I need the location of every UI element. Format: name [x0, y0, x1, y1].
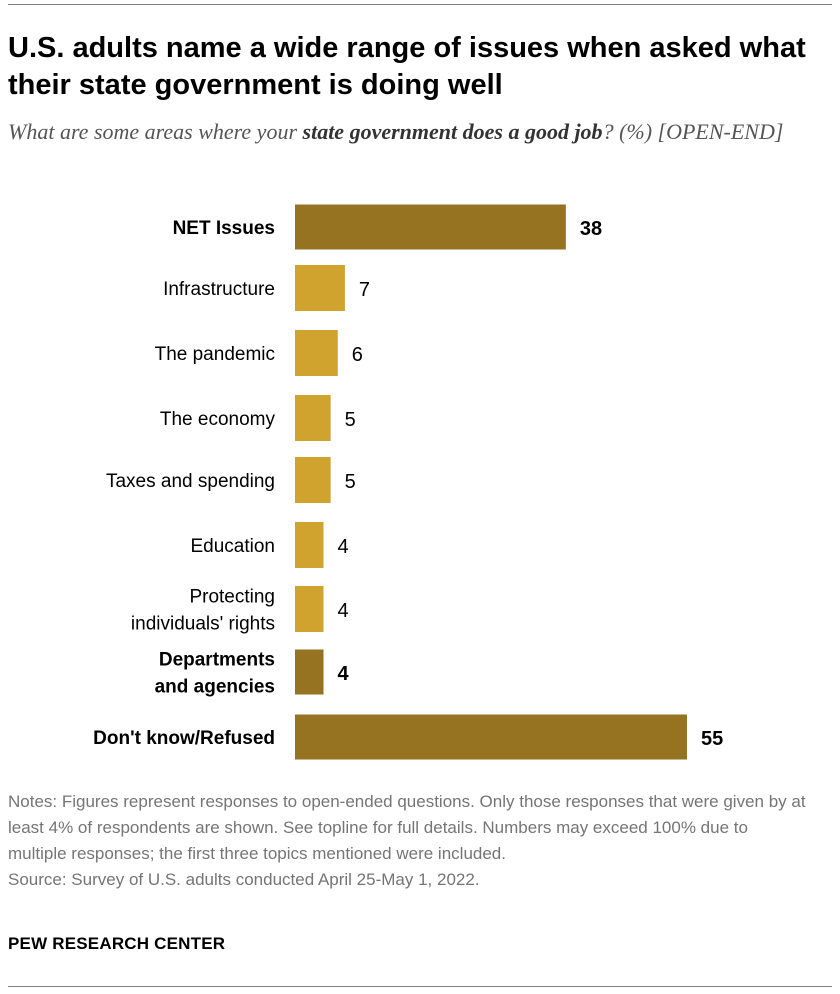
category-label-departments-and-agencies: Departments and agencies: [155, 650, 275, 698]
value-label-the-economy: 5: [345, 409, 356, 431]
bar-the-economy: [295, 395, 331, 441]
pew-logo-text: PEW RESEARCH CENTER: [8, 934, 226, 953]
bar-the-pandemic: [295, 330, 338, 376]
bottom-rule: [8, 986, 832, 987]
category-label-taxes-and-spending: Taxes and spending: [106, 471, 275, 492]
category-label-net-issues: NET Issues: [173, 218, 275, 239]
value-label-protecting-individuals-rights: 4: [338, 600, 349, 622]
bar-net-issues: [295, 204, 566, 250]
category-label-infrastructure: Infrastructure: [163, 279, 275, 300]
chart-subtitle: What are some areas where your state gov…: [8, 117, 808, 147]
bar-chart: NET Issues 38 Infrastructure 7 The pandemic 6…: [93, 204, 723, 760]
value-label-departments-and-agencies: 4: [338, 663, 350, 685]
value-label-education: 4: [338, 536, 349, 558]
value-label-net-issues: 38: [580, 218, 602, 240]
value-label-the-pandemic: 6: [352, 344, 363, 366]
bar-departments-and-agencies: [295, 649, 324, 695]
category-label-protecting-individuals-rights: Protecting individuals' rights: [131, 587, 275, 635]
subtitle-emphasis: state government does a good job: [302, 119, 603, 144]
bar-taxes-and-spending: [295, 457, 331, 503]
category-label-don-t-know-refused: Don't know/Refused: [93, 728, 275, 749]
bar-don-t-know-refused: [295, 714, 687, 760]
top-rule: [8, 4, 832, 5]
subtitle-part1: What are some areas where your: [8, 119, 303, 144]
category-label-the-economy: The economy: [160, 409, 276, 430]
bar-protecting-individuals-rights: [295, 586, 324, 632]
chart-title: U.S. adults name a wide range of issues …: [8, 32, 806, 101]
category-label-education: Education: [190, 536, 275, 557]
value-label-taxes-and-spending: 5: [345, 471, 356, 493]
category-label-the-pandemic: The pandemic: [155, 344, 275, 365]
notes-text: Notes: Figures represent responses to op…: [8, 792, 806, 863]
source-text: Source: Survey of U.S. adults conducted …: [8, 870, 480, 889]
value-label-infrastructure: 7: [359, 279, 370, 301]
bar-education: [295, 522, 324, 568]
chart-notes: Notes: Figures represent responses to op…: [8, 789, 808, 893]
bar-infrastructure: [295, 265, 345, 311]
subtitle-part2: ? (%) [OPEN-END]: [602, 119, 784, 144]
value-label-don-t-know-refused: 55: [701, 728, 723, 750]
